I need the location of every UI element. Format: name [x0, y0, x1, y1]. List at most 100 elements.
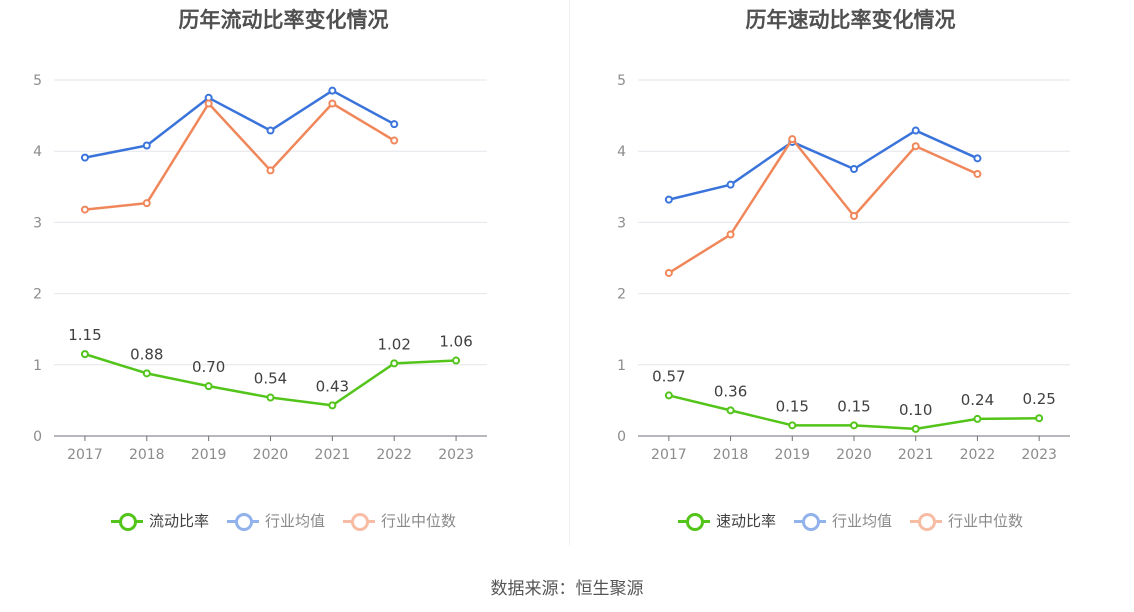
data-point — [850, 211, 858, 220]
legend-label: 流动比率 — [148, 512, 209, 530]
data-point — [142, 141, 151, 150]
quick-ratio-chart: 0 1 2 3 4 5 2017 2018 2019 2020 2021 2022 2023 0.57 0.… — [617, 73, 1070, 463]
data-label: 0.15 — [776, 397, 809, 415]
data-point — [726, 230, 735, 239]
data-point — [266, 166, 275, 175]
y-tick-label: 3 — [33, 215, 42, 231]
y-tick-label: 0 — [33, 429, 42, 445]
legend-marker-icon — [677, 511, 710, 531]
x-tick-label: 2020 — [836, 447, 872, 463]
data-point — [788, 135, 797, 144]
legend-marker-icon — [793, 511, 826, 531]
data-label: 0.54 — [254, 370, 287, 388]
x-tick-label: 2018 — [713, 447, 749, 463]
data-point — [328, 401, 337, 410]
data-label: 0.10 — [899, 401, 932, 419]
data-point — [911, 424, 920, 433]
x-tick-label: 2019 — [191, 447, 227, 463]
data-label: 0.43 — [316, 377, 349, 395]
data-source-note: 数据来源：恒生聚源 — [490, 579, 644, 599]
series-line — [84, 89, 395, 159]
data-label: 0.25 — [1022, 390, 1055, 408]
y-tick-label: 0 — [617, 429, 626, 445]
legend-item[interactable]: 行业均值 — [793, 510, 892, 531]
data-label: 0.36 — [714, 382, 747, 400]
legend-label: 行业均值 — [264, 512, 325, 530]
data-point — [80, 153, 89, 162]
data-label: 0.57 — [652, 367, 685, 385]
data-point — [1035, 414, 1044, 423]
legend-label: 行业均值 — [831, 512, 892, 530]
x-tick-label: 2023 — [1021, 447, 1057, 463]
x-tick-label: 2018 — [129, 447, 165, 463]
legend-marker-icon — [910, 511, 942, 531]
data-label: 1.15 — [68, 326, 101, 344]
x-tick-label: 2020 — [253, 447, 289, 463]
legend-marker-icon — [226, 511, 259, 531]
data-label: 1.02 — [378, 335, 411, 353]
y-tick-label: 1 — [617, 358, 626, 374]
data-point — [911, 126, 920, 135]
legend-marker-icon — [110, 511, 143, 531]
data-point — [788, 421, 797, 430]
y-tick-label: 1 — [33, 358, 42, 374]
chart-title: 历年流动比率变化情况 — [178, 8, 389, 32]
data-point — [266, 126, 275, 135]
data-point — [204, 382, 213, 391]
series-line — [668, 129, 978, 201]
data-point — [266, 393, 275, 402]
x-tick-label: 2022 — [960, 447, 996, 463]
y-tick-label: 2 — [617, 287, 626, 303]
y-tick-label: 4 — [33, 144, 42, 160]
data-point — [726, 180, 735, 189]
data-point — [850, 421, 858, 430]
data-point — [664, 391, 673, 400]
chart-legend: 流动比率 行业均值 行业中位数 — [0, 510, 567, 531]
chart-title: 历年速动比率变化情况 — [745, 8, 956, 32]
data-label: 0.15 — [837, 397, 870, 415]
data-point — [142, 369, 151, 378]
data-point — [850, 165, 858, 173]
data-point — [204, 99, 213, 108]
legend-label: 行业中位数 — [948, 512, 1024, 530]
y-tick-label: 5 — [33, 73, 42, 89]
chart-legend: 速动比率 行业均值 行业中位数 — [567, 510, 1134, 531]
data-label: 1.06 — [439, 333, 472, 351]
legend-label: 行业中位数 — [381, 512, 457, 530]
y-tick-label: 5 — [617, 73, 626, 89]
current-ratio-chart: 0 1 2 3 4 5 2017 2018 2019 2020 2021 2022 2023 1.15 0.… — [33, 73, 487, 463]
legend-marker-icon — [343, 511, 375, 531]
data-point — [328, 99, 337, 108]
y-tick-label: 3 — [617, 215, 626, 231]
data-point — [973, 414, 982, 423]
x-tick-label: 2019 — [774, 447, 810, 463]
data-point — [973, 169, 982, 178]
x-tick-label: 2021 — [315, 447, 351, 463]
series-line — [668, 137, 978, 275]
data-point — [911, 142, 920, 151]
data-point — [142, 199, 151, 208]
data-label: 0.88 — [130, 345, 163, 363]
legend-item[interactable]: 行业中位数 — [910, 510, 1023, 531]
data-point — [390, 359, 399, 368]
panel-divider — [569, 0, 570, 545]
data-point — [664, 195, 673, 204]
series-line — [84, 102, 395, 211]
legend-item[interactable]: 速动比率 — [677, 510, 776, 531]
legend-item[interactable]: 行业均值 — [226, 510, 325, 531]
legend-label: 速动比率 — [715, 512, 776, 530]
legend-item[interactable]: 流动比率 — [110, 510, 209, 531]
current-ratio-chart-panel: 历年流动比率变化情况 0 1 2 3 4 5 2017 2018 2019 2020 2021 202… — [0, 0, 567, 545]
data-point — [664, 268, 673, 277]
data-point — [390, 136, 399, 145]
data-point — [80, 205, 89, 214]
x-tick-label: 2021 — [898, 447, 934, 463]
data-point — [390, 120, 399, 129]
data-label: 0.24 — [961, 391, 994, 409]
data-point — [452, 356, 461, 365]
data-point — [328, 86, 337, 95]
x-tick-label: 2017 — [651, 447, 687, 463]
legend-item[interactable]: 行业中位数 — [343, 510, 456, 531]
x-tick-label: 2017 — [67, 447, 103, 463]
data-point — [973, 154, 982, 163]
